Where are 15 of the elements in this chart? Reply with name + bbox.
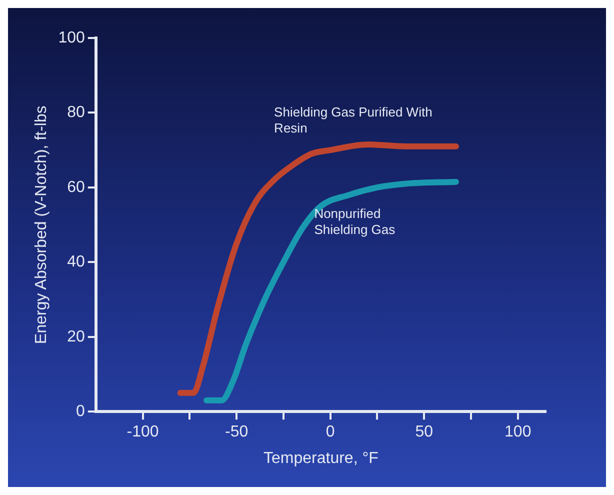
y-tick-label: 40 [67,254,85,271]
x-tick-label: 100 [504,424,532,441]
x-tick-label: -100 [126,424,159,441]
y-tick-label: 0 [76,403,85,420]
series-label: Shielding Gas Purified With Resin [274,104,432,136]
x-tick-label: 0 [326,424,335,441]
y-axis-title: Energy Absorbed (V-Notch), ft-lbs [33,106,50,344]
x-axis-title: Temperature, °F [264,450,379,467]
y-tick-label: 60 [67,178,85,196]
y-tick-label: 80 [67,104,85,122]
y-tick-label: 100 [58,29,85,46]
series-label: Nonpurified Shielding Gas [314,206,396,237]
x-tick-label: -50 [224,424,248,441]
x-tick-label: 50 [415,424,434,441]
y-tick-label: 20 [67,328,85,346]
